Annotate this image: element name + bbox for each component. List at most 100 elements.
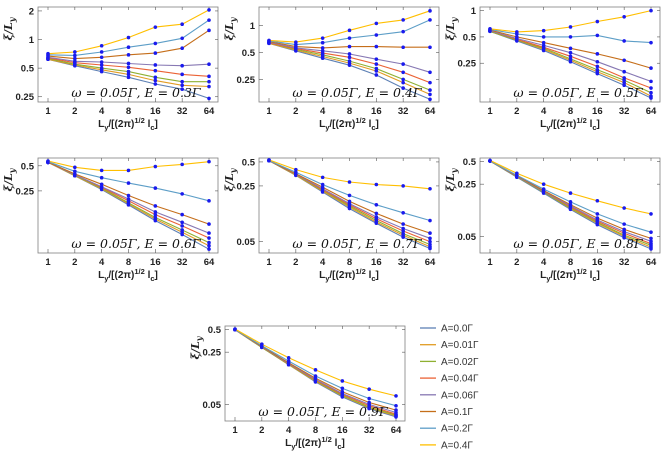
data-point xyxy=(568,54,573,59)
data-point xyxy=(367,400,371,405)
panel-3: 1 2 4 8 16 32 64 0.25 0.5 1 ω = 0.05Γ, E = 0.5Γ ξ/L… xyxy=(444,6,661,132)
y-tick-label: 0.5 xyxy=(242,157,256,168)
data-point xyxy=(515,30,519,34)
data-point xyxy=(73,169,77,174)
data-point xyxy=(401,80,405,85)
panel-annotation: ω = 0.05Γ, E = 0.5Γ xyxy=(513,85,643,100)
x-tick-label: 4 xyxy=(541,106,547,117)
data-point xyxy=(153,68,158,73)
y-tick-label: 0.5 xyxy=(208,325,222,336)
x-tick-label: 4 xyxy=(286,425,292,436)
y-tick-label: 0.05 xyxy=(237,237,256,248)
x-tick-label: 16 xyxy=(592,257,603,268)
data-point xyxy=(180,83,184,88)
data-point xyxy=(153,63,158,67)
data-point xyxy=(428,92,432,97)
data-point xyxy=(622,69,626,74)
data-point xyxy=(488,158,492,163)
data-point xyxy=(649,40,653,45)
data-point xyxy=(374,202,379,207)
data-point xyxy=(153,210,158,214)
data-point xyxy=(153,164,158,169)
data-point xyxy=(294,42,298,47)
data-point xyxy=(180,72,184,77)
panel-6: 1 2 4 8 16 32 64 0.05 0.25 0.5 ω = 0.05Γ, E = 0.8Γ… xyxy=(444,157,661,283)
x-tick-label: 2 xyxy=(514,106,519,117)
y-tick-label: 1 xyxy=(29,35,35,46)
x-axis-label: Ly/[(2π)1/2 lc] xyxy=(285,435,345,451)
y-axis-label: ξ/Ly xyxy=(223,16,238,40)
data-point xyxy=(207,84,211,89)
data-point xyxy=(73,53,77,58)
panel-frame xyxy=(258,157,440,254)
data-point xyxy=(374,211,379,216)
data-point xyxy=(207,8,211,12)
data-point xyxy=(428,231,432,235)
data-point xyxy=(46,159,50,163)
panel-annotation: ω = 0.05Γ, E = 0.7Γ xyxy=(292,236,422,251)
data-point xyxy=(568,25,573,29)
y-tick-label: 0.25 xyxy=(237,181,256,192)
data-point xyxy=(126,61,131,66)
x-tick-label: 16 xyxy=(150,257,161,268)
x-tick-label: 8 xyxy=(568,257,573,268)
data-point xyxy=(126,193,131,198)
data-point xyxy=(595,212,600,216)
data-point xyxy=(153,78,158,83)
legend-label: A=0.01Γ xyxy=(441,340,479,351)
data-point xyxy=(401,70,405,75)
data-point xyxy=(595,19,600,24)
x-tick-label: 16 xyxy=(592,106,603,117)
data-point xyxy=(622,83,626,88)
data-point xyxy=(180,220,184,225)
y-tick-label: 0.25 xyxy=(458,180,477,191)
data-point xyxy=(622,227,626,232)
data-point xyxy=(649,230,653,234)
panel-annotation: ω = 0.05Γ, E = 0.9Γ xyxy=(258,404,388,419)
data-point xyxy=(401,231,405,236)
y-axis-label: ξ/Ly xyxy=(444,16,459,40)
data-point xyxy=(320,175,325,180)
x-tick-label: 2 xyxy=(514,257,519,268)
data-point xyxy=(374,73,379,77)
legend: A=0.0Γ A=0.01Γ A=0.02Γ A=0.04Γ A=0.06Γ A=0.1Γ… xyxy=(420,324,479,451)
data-point xyxy=(207,62,211,66)
x-tick-label: 16 xyxy=(337,425,348,436)
x-tick-label: 1 xyxy=(266,106,272,117)
data-point xyxy=(347,28,352,33)
x-tick-label: 8 xyxy=(347,257,352,268)
data-point xyxy=(428,18,432,22)
x-axis-label: Ly/[(2π)1/2 lc] xyxy=(540,267,600,283)
x-tick-label: 64 xyxy=(646,106,657,117)
y-tick-label: 1 xyxy=(471,6,477,17)
legend-item: A=0.2Γ xyxy=(420,424,473,435)
x-tick-label: 8 xyxy=(313,425,318,436)
panel-5: 1 2 4 8 16 32 64 0.05 0.25 0.5 ω = 0.05Γ, E = 0.7Γ… xyxy=(223,157,440,283)
y-tick-label: 0.05 xyxy=(203,400,222,411)
legend-label: A=0.4Γ xyxy=(441,440,473,451)
x-tick-label: 16 xyxy=(371,106,382,117)
data-point xyxy=(99,182,104,187)
data-point xyxy=(180,162,184,167)
data-point xyxy=(267,38,271,43)
panel-annotation: ω = 0.05Γ, E = 0.6Γ xyxy=(71,236,201,251)
data-point xyxy=(401,45,405,50)
data-point xyxy=(622,206,626,210)
data-point xyxy=(541,40,546,45)
x-tick-label: 2 xyxy=(259,425,264,436)
data-point xyxy=(207,222,211,226)
data-point xyxy=(99,60,104,64)
x-tick-label: 32 xyxy=(177,257,188,268)
x-tick-label: 4 xyxy=(320,106,326,117)
data-point xyxy=(260,342,264,346)
y-axis-label: ξ/Ly xyxy=(223,167,238,191)
series-line xyxy=(234,328,397,397)
data-point xyxy=(595,64,600,69)
x-tick-label: 64 xyxy=(646,257,657,268)
data-point xyxy=(595,68,600,72)
data-point xyxy=(207,231,211,235)
x-tick-label: 64 xyxy=(391,425,402,436)
data-point xyxy=(340,379,345,383)
data-point xyxy=(595,52,600,56)
data-point xyxy=(649,212,653,216)
